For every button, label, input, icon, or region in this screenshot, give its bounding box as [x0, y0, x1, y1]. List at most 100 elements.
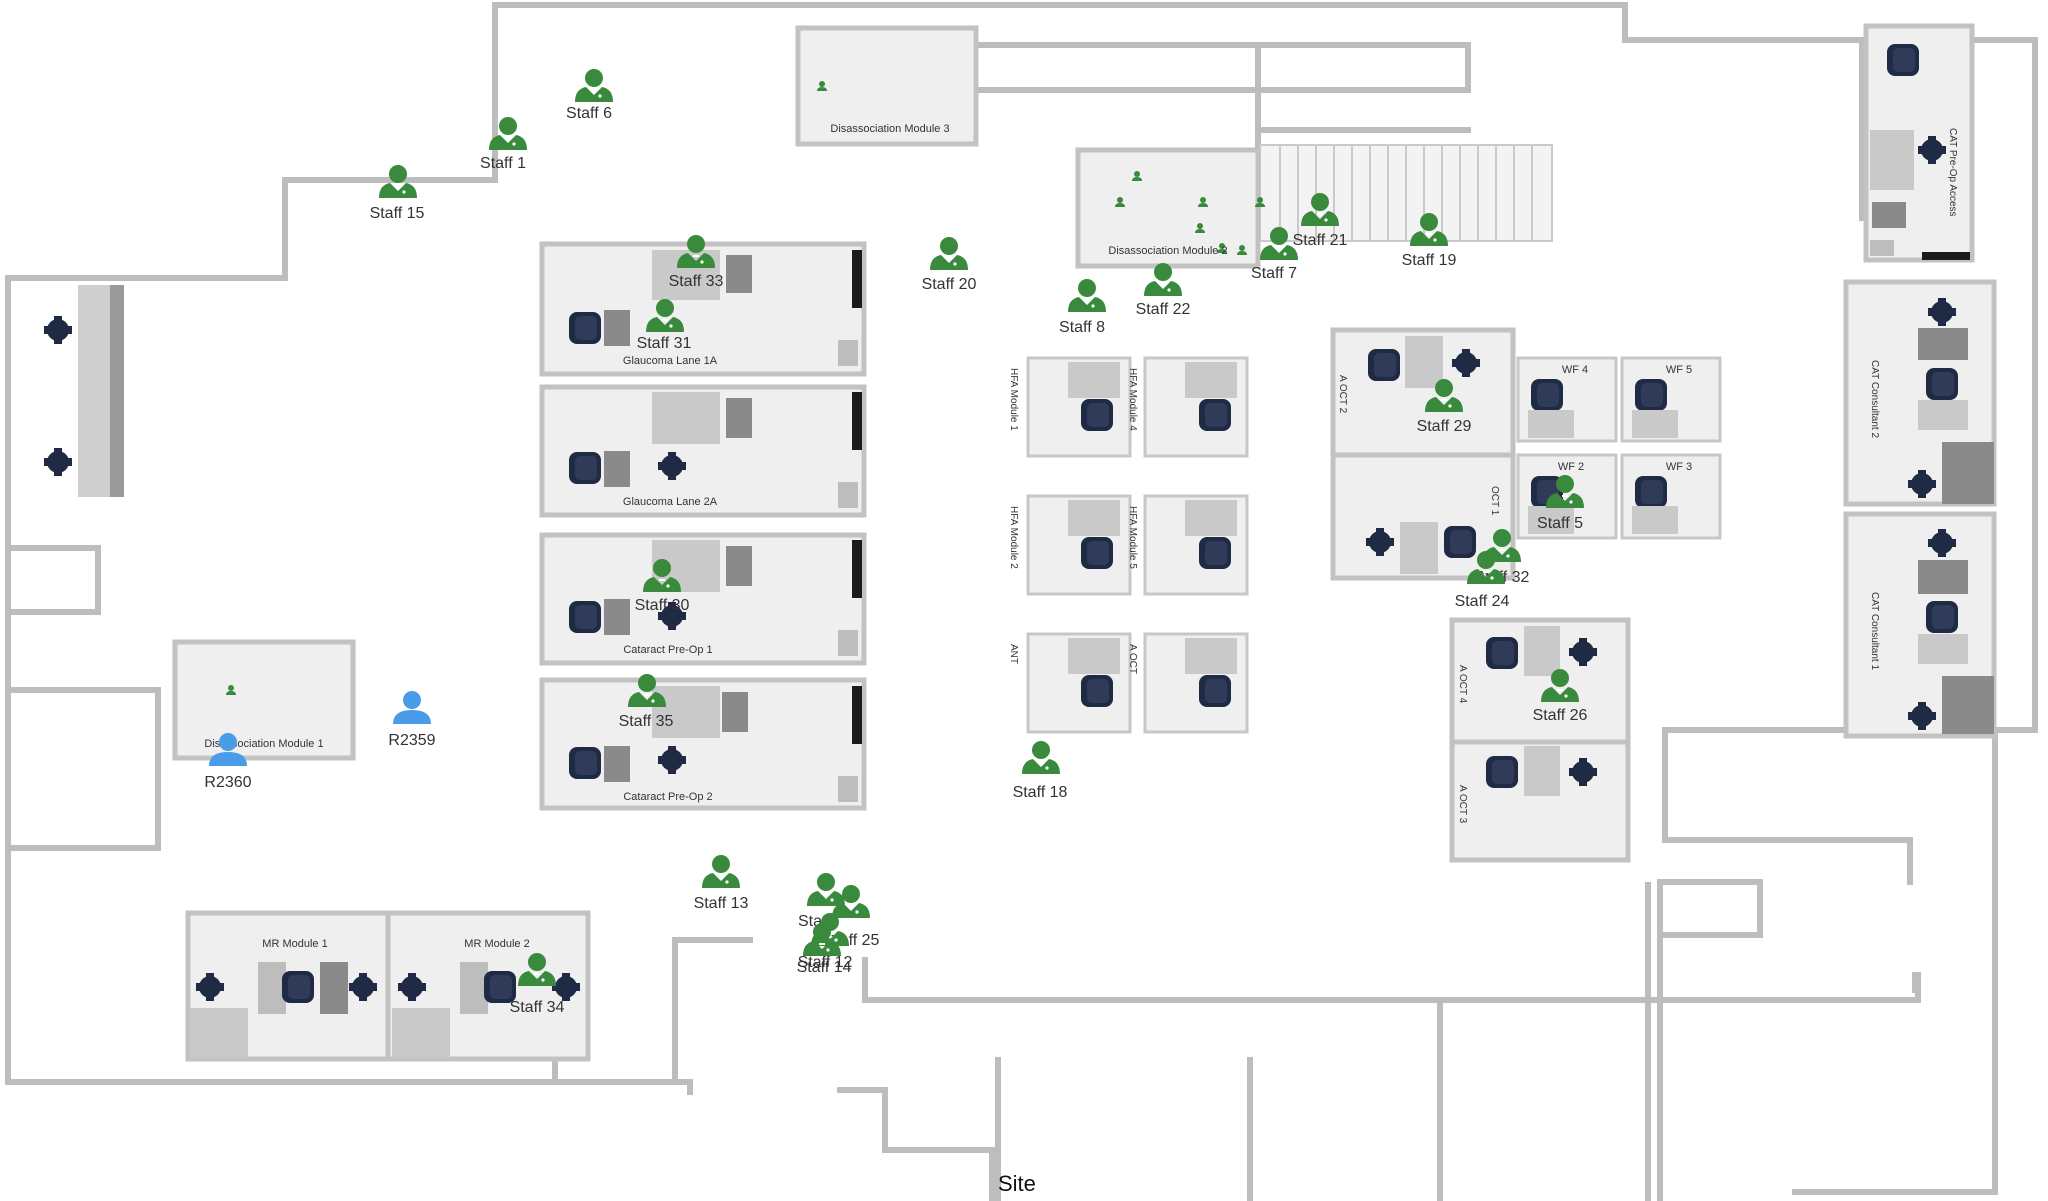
wf-5-module[interactable]: WF 5 — [1620, 356, 1722, 443]
staff-label: Staff 7 — [1251, 265, 1297, 282]
patient-marker[interactable]: R2360 — [204, 733, 252, 791]
room-label: OCT 1 — [1489, 486, 1500, 516]
staff-label: Staff 34 — [510, 999, 565, 1016]
room-label: MR Module 2 — [464, 938, 529, 950]
room-label: CAT Consultant 1 — [1869, 592, 1880, 670]
staff-marker[interactable]: Staff 19 — [1402, 213, 1457, 269]
mr-module-1[interactable]: MR Module 1 — [185, 910, 391, 1062]
a-oct-3-room[interactable]: A OCT 3 — [1449, 739, 1631, 863]
staff-label: Staff 13 — [694, 895, 749, 912]
room-label: WF 5 — [1666, 364, 1692, 376]
staff-marker[interactable]: Staff 22 — [1136, 263, 1191, 318]
room-label: CAT Pre-Op Access — [1947, 128, 1958, 217]
wf-4-module[interactable]: WF 4 — [1516, 356, 1618, 443]
staff-icon — [807, 873, 845, 906]
staff-label: Staff 20 — [922, 276, 977, 293]
staff-label: Staff 12 — [798, 954, 853, 971]
room-label: Disassociation Module 3 — [830, 123, 949, 135]
staff-marker[interactable]: Staff 15 — [370, 165, 425, 222]
ant-module[interactable]: ANT — [1008, 632, 1132, 734]
hfa-module-1[interactable]: HFA Module 1 — [1008, 356, 1132, 458]
cat-preop-access-room[interactable]: CAT Pre-Op Access — [1863, 23, 1975, 263]
staff-marker[interactable]: Staff 1 — [480, 117, 527, 172]
a-oct-2-room[interactable]: A OCT 2 — [1330, 327, 1516, 458]
staff-label: Staff 8 — [1059, 319, 1105, 336]
staff-icon — [1068, 279, 1106, 312]
staff-marker[interactable]: Staff 31 — [637, 299, 692, 352]
staff-icon — [1022, 741, 1060, 774]
staff-label: Staff 14 — [797, 959, 852, 976]
room-label: HFA Module 4 — [1127, 368, 1138, 431]
staff-marker[interactable]: Staff 21 — [1293, 193, 1348, 249]
staff-icon — [575, 69, 613, 102]
wf-3-module[interactable]: WF 3 — [1620, 453, 1722, 540]
cat-consultant-2-room[interactable]: CAT Consultant 2 — [1843, 279, 1997, 507]
staff-label: Staff 26 — [1533, 707, 1588, 724]
room-label: A OCT 4 — [1457, 665, 1468, 704]
staff-marker[interactable]: Staff 33 — [669, 235, 724, 290]
site-label: Site — [998, 1171, 1036, 1196]
staff-label: Staff 35 — [619, 713, 674, 730]
staff-marker[interactable]: Staff 35 — [619, 674, 674, 730]
mr-module-2[interactable]: MR Module 2 — [385, 910, 591, 1062]
staff-marker[interactable]: Staff 6 — [566, 69, 613, 122]
patient-marker[interactable]: R2359 — [388, 691, 436, 749]
staff-label: Staff 31 — [637, 335, 692, 352]
cat-consultant-1-room[interactable]: CAT Consultant 1 — [1843, 511, 1997, 739]
staff-icon — [930, 237, 968, 270]
patient-icon — [393, 691, 431, 724]
staff-marker[interactable]: Staff 29 — [1417, 379, 1472, 435]
staff-marker[interactable]: Staff 8 — [1059, 279, 1106, 336]
room-label: ANT — [1008, 644, 1019, 664]
room-label: Glaucoma Lane 1A — [623, 355, 718, 367]
a-oct-4-room[interactable]: A OCT 4 — [1449, 617, 1631, 745]
staff-marker[interactable]: Staff 14 — [797, 923, 852, 976]
dissociation-module-2[interactable]: Disassociation Module 2 — [1075, 147, 1265, 269]
room-label: HFA Module 2 — [1008, 506, 1019, 569]
room-label: Disassociation Module 2 — [1108, 245, 1227, 257]
room-label: CAT Consultant 2 — [1869, 360, 1880, 438]
room-label: HFA Module 1 — [1008, 368, 1019, 431]
cataract-preop-2[interactable]: Cataract Pre-Op 2 — [539, 677, 867, 811]
staff-label: Staff 18 — [1013, 784, 1068, 801]
staff-label: Staff 29 — [1417, 418, 1472, 435]
a-oct-module[interactable]: A OCT — [1127, 632, 1249, 734]
hfa-module-4[interactable]: HFA Module 4 — [1127, 356, 1249, 458]
staff-label: Staff 1 — [480, 155, 526, 172]
staff-markers: Staff 6 Staff 1 Staff 15 Staff 33 Staff … — [370, 69, 1588, 1016]
room-label: Glaucoma Lane 2A — [623, 496, 718, 508]
staff-label: Staff 24 — [1455, 593, 1510, 610]
staff-marker[interactable]: Staff 30 — [635, 559, 690, 614]
staff-label: Staff 5 — [1537, 515, 1583, 532]
staff-marker[interactable]: Staff 34 — [510, 953, 565, 1016]
staff-label: Staff 21 — [1293, 232, 1348, 249]
dissociation-module-1[interactable]: Disassociation Module 1 — [172, 639, 356, 761]
staff-marker[interactable]: Staff 24 — [1455, 551, 1510, 610]
room-label: WF 2 — [1558, 461, 1584, 473]
room-label: MR Module 1 — [262, 938, 327, 950]
staff-label: Staff 33 — [669, 273, 724, 290]
room-label: A OCT — [1127, 644, 1138, 674]
cataract-preop-1[interactable]: Cataract Pre-Op 1 — [539, 532, 867, 666]
staff-label: Staff 6 — [566, 105, 612, 122]
staircase — [1259, 144, 1553, 242]
patient-label: R2360 — [204, 774, 251, 791]
staff-marker[interactable]: Staff 20 — [922, 237, 977, 293]
room-label: A OCT 3 — [1457, 785, 1468, 824]
hfa-module-5[interactable]: HFA Module 5 — [1127, 494, 1249, 596]
staff-label: Staff 22 — [1136, 301, 1191, 318]
staff-marker[interactable]: Staff 7 — [1251, 227, 1298, 282]
staff-label: Staff 30 — [635, 597, 690, 614]
patient-label: R2359 — [388, 732, 435, 749]
staff-marker[interactable]: Staff 26 — [1533, 669, 1588, 724]
dissociation-module-3[interactable]: Disassociation Module 3 — [795, 25, 979, 147]
building-walls — [5, 2, 2038, 1201]
staff-marker[interactable]: Staff 12 — [798, 913, 853, 971]
staff-marker[interactable]: Staff 13 — [694, 855, 749, 912]
room-label: Cataract Pre-Op 1 — [623, 644, 712, 656]
glaucoma-lane-2a[interactable]: Glaucoma Lane 2A — [539, 384, 867, 518]
staff-marker[interactable]: Staff 5 — [1537, 475, 1584, 532]
staff-marker[interactable]: Staff 18 — [1013, 741, 1068, 801]
hfa-module-2[interactable]: HFA Module 2 — [1008, 494, 1132, 596]
